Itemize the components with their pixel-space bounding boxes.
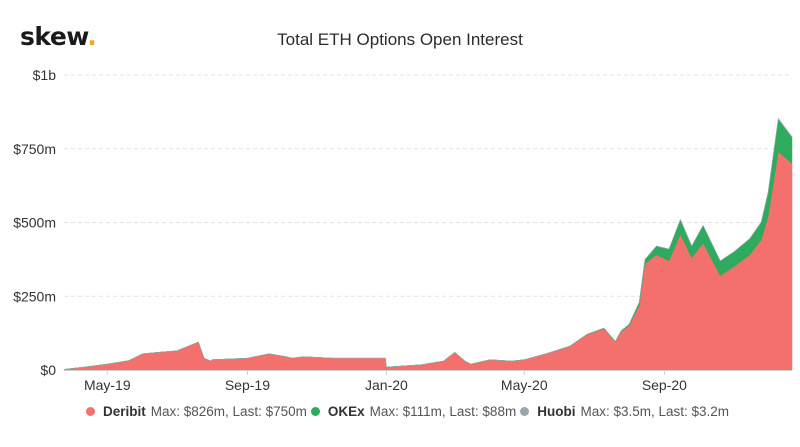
chart-title: Total ETH Options Open Interest — [277, 30, 523, 49]
chart-legend: Deribit Max: $826m, Last: $750m OKEx Max… — [86, 404, 733, 419]
grid-lines — [64, 74, 792, 297]
skew-logo: skew. — [20, 22, 97, 51]
legend-stats: Max: $111m, Last: $88m — [369, 404, 517, 419]
x-axis-ticks: May-19 Sep-19 Jan-20 May-20 Sep-20 — [84, 370, 687, 393]
area-deribit — [63, 151, 793, 371]
x-tick-label: Sep-19 — [225, 377, 270, 393]
legend-stats: Max: $826m, Last: $750m — [150, 404, 307, 419]
x-tick-label: Jan-20 — [365, 377, 408, 393]
y-axis-ticks: $0 $250m $500m $750m $1b — [13, 67, 56, 378]
area-huobi — [63, 117, 793, 370]
legend-swatch-huobi — [520, 407, 530, 416]
legend-swatch-deribit — [86, 407, 95, 416]
y-tick-label: $250m — [13, 288, 56, 304]
legend-name: Huobi — [537, 404, 576, 419]
y-tick-label: $750m — [13, 141, 56, 157]
legend-stats: Max: $3.5m, Last: $3.2m — [580, 404, 730, 419]
logo-text: skew — [20, 22, 88, 51]
y-tick-label: $500m — [13, 215, 56, 231]
logo-dot: . — [87, 22, 97, 51]
area-series — [63, 117, 793, 371]
legend-name: Deribit — [103, 404, 146, 419]
y-tick-label: $0 — [40, 362, 56, 378]
legend-item-huobi[interactable]: Huobi Max: $3.5m, Last: $3.2m — [520, 404, 731, 419]
x-tick-label: Sep-20 — [642, 377, 687, 393]
legend-item-deribit[interactable]: Deribit Max: $826m, Last: $750m — [86, 404, 309, 419]
legend-item-okex[interactable]: OKEx Max: $111m, Last: $88m — [310, 404, 518, 419]
x-tick-label: May-20 — [501, 377, 548, 393]
legend-swatch-okex — [310, 407, 320, 416]
legend-name: OKEx — [327, 404, 365, 419]
y-tick-label: $1b — [33, 67, 57, 83]
x-tick-label: May-19 — [84, 377, 131, 393]
